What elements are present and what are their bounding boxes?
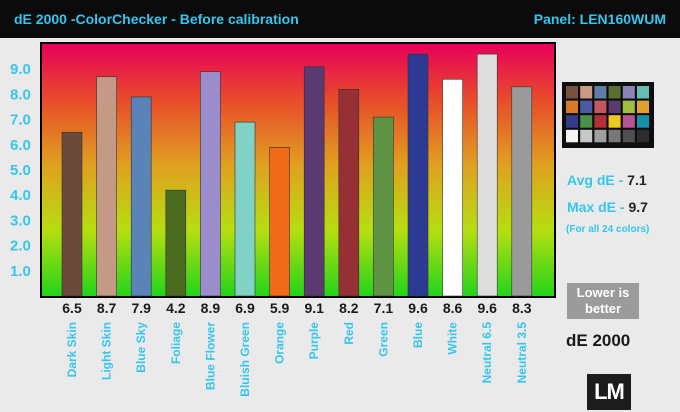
bar-neutral-3-5 [511, 86, 533, 297]
category-label: Blue Flower [203, 322, 217, 390]
swatch [637, 115, 649, 128]
y-tick-label: 7.0 [10, 112, 31, 129]
category-label: Bluish Green [238, 322, 252, 397]
swatch [622, 100, 635, 114]
value-label: 6.5 [62, 300, 82, 316]
bar-white [442, 78, 463, 297]
y-tick-label: 9.0 [10, 61, 31, 78]
category-label: Red [342, 322, 356, 345]
swatch [608, 100, 621, 114]
swatch [622, 129, 635, 143]
category-label: Neutral 3.5 [515, 322, 529, 384]
y-tick-label: 3.0 [10, 212, 31, 229]
avg-de: Avg dE - 7.1 [567, 172, 647, 188]
swatch [566, 86, 578, 99]
value-label: 8.9 [201, 300, 221, 316]
swatch [608, 115, 621, 128]
lower-badge-line1: Lower is [576, 285, 630, 300]
metric-label: dE 2000 [566, 331, 631, 350]
category-label: White [446, 322, 460, 355]
bar-green [373, 116, 394, 297]
value-label: 4.2 [166, 300, 186, 316]
value-label: 9.1 [304, 300, 324, 316]
y-tick-label: 5.0 [10, 162, 31, 179]
bar-light-skin [96, 76, 117, 297]
swatch [622, 115, 635, 128]
bar-purple [303, 66, 325, 297]
lower-is-better-badge: Lower is better [567, 283, 639, 319]
value-label: 7.9 [131, 300, 151, 316]
lower-badge-line2: better [584, 301, 622, 316]
swatch [637, 86, 649, 99]
y-tick-label: 4.0 [10, 187, 31, 204]
swatch [580, 115, 593, 128]
bar-blue [407, 53, 429, 297]
swatch [594, 115, 607, 128]
category-label: Purple [307, 322, 321, 360]
swatch [580, 86, 593, 99]
avg-de-label: Avg dE - [567, 172, 628, 188]
value-label: 9.6 [408, 300, 428, 316]
max-de-value: 9.7 [628, 199, 648, 215]
panel-label: Panel: LEN160WUM [533, 11, 666, 27]
swatch [580, 100, 593, 114]
bar-blue-sky [130, 96, 152, 297]
avg-de-value: 7.1 [627, 172, 647, 188]
category-label: Foliage [169, 322, 183, 364]
bar-red [338, 89, 360, 297]
value-label: 8.3 [512, 300, 532, 316]
category-label: Blue Sky [134, 322, 148, 373]
bar-chart: 1.0 2.0 3.0 4.0 5.0 6.0 7.0 8.0 9.0 6.5 8.7 7.9 4.2… [10, 42, 654, 397]
swatch [594, 129, 607, 143]
bar-neutral-6-5 [476, 53, 498, 297]
swatch [622, 86, 635, 99]
bar-blue-flower [200, 71, 221, 297]
swatch [637, 129, 649, 143]
category-label: Orange [273, 322, 287, 364]
swatch [566, 100, 578, 114]
category-label: Green [376, 322, 390, 357]
value-label: 9.6 [477, 300, 497, 316]
colors-note: (For all 24 colors) [566, 224, 650, 235]
value-label: 6.9 [235, 300, 255, 316]
chart-frame: 1.0 2.0 3.0 4.0 5.0 6.0 7.0 8.0 9.0 6.5 8.7 7.9 4.2… [0, 38, 680, 412]
swatch [594, 86, 607, 99]
header-bar: dE 2000 -ColorChecker - Before calibrati… [0, 0, 680, 38]
category-label: Blue [411, 322, 425, 348]
swatch [566, 115, 578, 128]
swatch [608, 129, 621, 143]
value-label: 8.2 [339, 300, 359, 316]
category-label: Neutral 6.5 [480, 322, 494, 384]
swatch [608, 86, 621, 99]
lm-logo: LM [587, 374, 631, 410]
y-tick-label: 2.0 [10, 238, 31, 255]
y-tick-label: 1.0 [10, 263, 31, 280]
value-label: 5.9 [270, 300, 290, 316]
plot-area [42, 44, 554, 296]
y-tick-label: 6.0 [10, 137, 31, 154]
category-label: Light Skin [100, 322, 114, 380]
swatch [594, 100, 607, 114]
swatch [637, 100, 649, 114]
y-tick-label: 8.0 [10, 86, 31, 103]
bar-foliage [165, 189, 187, 297]
bar-bluish-green [234, 121, 256, 297]
value-label: 7.1 [374, 300, 394, 316]
max-de-label: Max dE - [567, 199, 629, 215]
bar-dark-skin [61, 131, 83, 297]
swatch [580, 129, 593, 143]
value-label: 8.7 [97, 300, 117, 316]
bar-orange [269, 147, 290, 297]
chart-title: dE 2000 -ColorChecker - Before calibrati… [14, 11, 299, 27]
category-label: Dark Skin [65, 322, 79, 377]
value-label: 8.6 [443, 300, 463, 316]
swatch [566, 129, 578, 143]
max-de: Max dE - 9.7 [567, 199, 648, 215]
